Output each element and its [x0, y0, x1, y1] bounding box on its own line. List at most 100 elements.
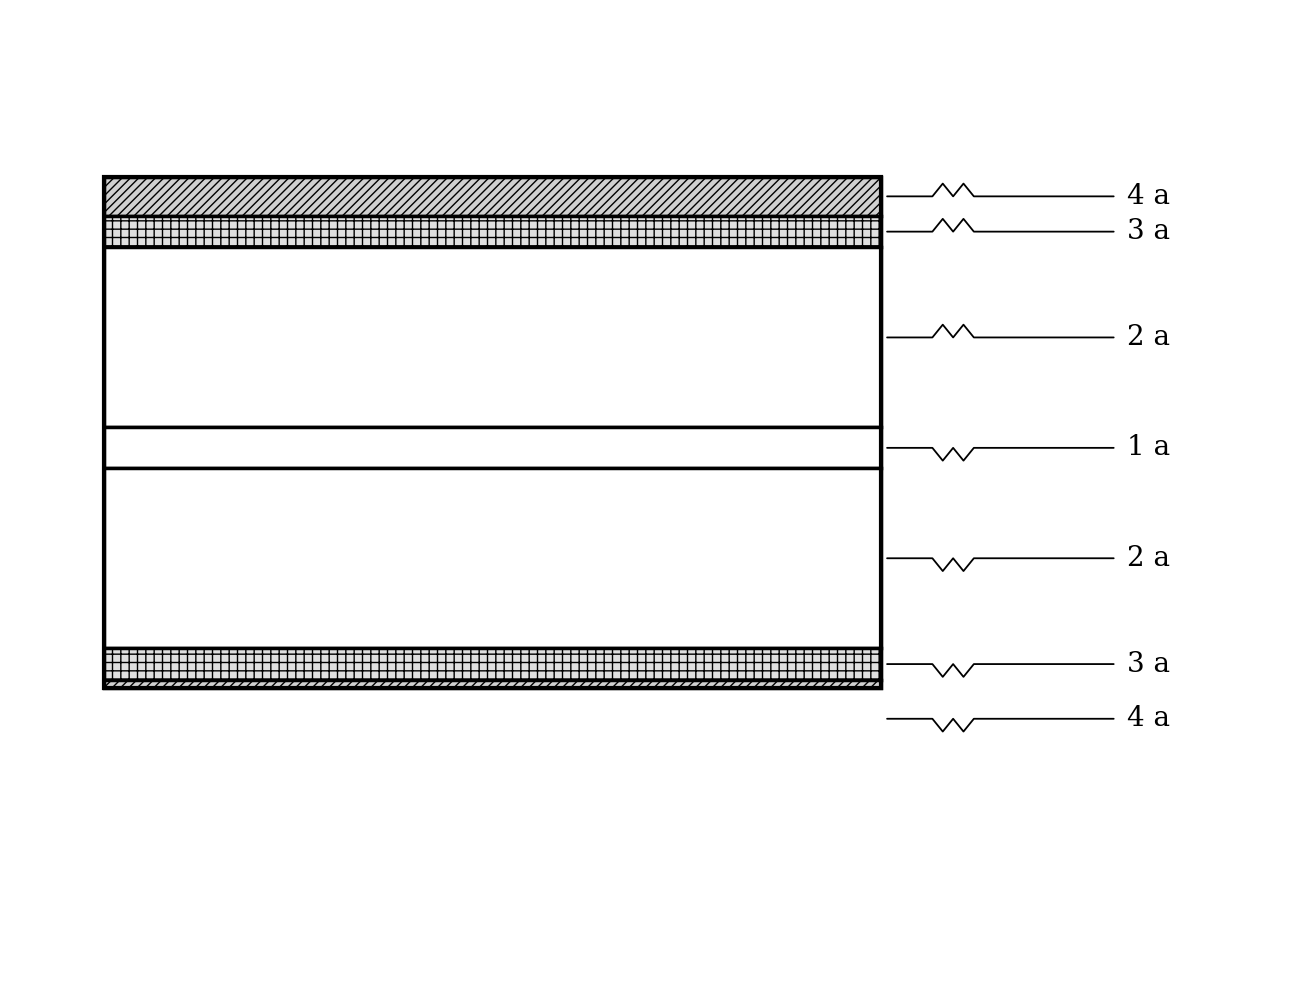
Point	[802, 612, 822, 628]
Point	[579, 474, 600, 490]
Point	[234, 293, 255, 309]
Point	[798, 526, 818, 542]
Point	[313, 628, 334, 644]
Point	[693, 378, 714, 394]
Point	[645, 354, 666, 370]
Point	[163, 255, 184, 270]
Point	[220, 344, 241, 360]
Point	[741, 526, 761, 542]
Point	[341, 391, 361, 407]
Point	[682, 308, 703, 323]
Point	[609, 622, 629, 638]
Point	[307, 498, 328, 514]
Point	[346, 609, 366, 625]
Point	[736, 374, 756, 389]
Point	[456, 241, 477, 257]
Point	[558, 500, 579, 516]
Point	[477, 371, 497, 386]
Point	[598, 266, 619, 282]
Point	[98, 484, 119, 499]
Point	[830, 609, 851, 625]
Point	[486, 302, 506, 318]
Point	[787, 581, 808, 597]
Point	[546, 473, 567, 489]
Point	[202, 584, 223, 600]
Point	[616, 279, 637, 295]
Point	[804, 252, 825, 267]
Point	[241, 563, 262, 579]
Point	[412, 255, 433, 270]
Point	[594, 383, 615, 399]
Point	[685, 243, 706, 259]
Point	[196, 470, 216, 486]
Point	[802, 355, 822, 371]
Point	[799, 419, 820, 434]
Point	[302, 467, 322, 483]
Point	[514, 265, 535, 281]
Point	[685, 514, 706, 530]
Point	[194, 314, 215, 329]
Point	[159, 482, 180, 497]
Point	[561, 556, 581, 572]
Point	[254, 545, 275, 560]
Point	[644, 313, 664, 328]
Point	[168, 317, 189, 332]
Point	[519, 324, 540, 340]
Point	[300, 624, 321, 640]
Point	[407, 260, 427, 275]
Point	[373, 271, 394, 287]
Point	[816, 480, 837, 495]
Point	[862, 513, 883, 529]
Point	[565, 264, 585, 280]
Point	[752, 609, 773, 625]
Point	[267, 572, 287, 588]
Point	[666, 567, 686, 583]
Point	[761, 389, 782, 405]
Point	[308, 367, 329, 382]
Point	[500, 397, 521, 413]
Point	[154, 419, 175, 434]
Point	[386, 270, 407, 286]
Point	[355, 282, 376, 298]
Point	[392, 249, 413, 264]
Point	[611, 315, 632, 330]
Point	[260, 260, 281, 275]
Point	[480, 482, 501, 497]
Point	[188, 617, 208, 633]
Point	[706, 352, 726, 368]
Point	[495, 488, 515, 503]
Point	[122, 518, 142, 534]
Point	[436, 249, 457, 264]
Point	[828, 384, 848, 400]
Point	[471, 373, 492, 388]
Point	[548, 283, 569, 299]
Point	[359, 252, 379, 267]
Point	[269, 293, 290, 309]
Point	[467, 482, 488, 497]
Point	[514, 539, 535, 554]
Point	[214, 356, 234, 372]
Point	[817, 344, 838, 360]
Point	[517, 639, 537, 655]
Point	[602, 625, 623, 641]
Point	[566, 314, 587, 329]
Point	[102, 588, 123, 604]
Point	[692, 287, 712, 303]
Point	[811, 380, 831, 396]
Point	[287, 246, 308, 261]
Point	[440, 486, 461, 501]
Point	[333, 292, 354, 308]
Point	[215, 462, 236, 478]
Point	[502, 619, 523, 635]
Point	[623, 606, 644, 621]
Point	[237, 281, 258, 297]
Point	[733, 289, 754, 305]
Point	[474, 406, 495, 422]
Point	[221, 249, 242, 264]
Point	[373, 553, 394, 569]
Point	[614, 640, 635, 656]
Point	[241, 300, 262, 316]
Point	[184, 639, 205, 655]
Point	[500, 253, 521, 268]
Point	[706, 296, 726, 312]
